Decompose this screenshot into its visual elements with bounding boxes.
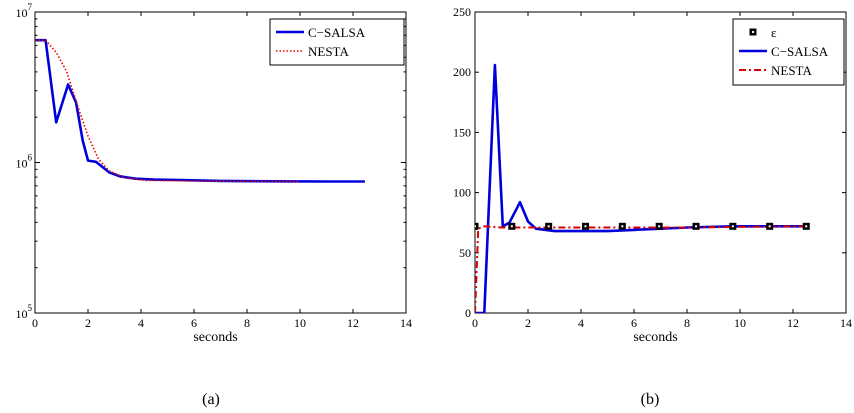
x-tick-label: 2 <box>525 316 531 330</box>
data-point-marker-center <box>475 225 476 228</box>
data-point-marker-center <box>658 225 661 228</box>
y-tick-label: 107 <box>16 2 33 20</box>
chart-panel-1: 0 2 4 6 8 10 12 14 105 106 107 seconds (a) C−SALSA NES… <box>16 2 413 408</box>
y-tick-label: 150 <box>453 125 471 139</box>
data-point-marker-center <box>695 225 698 228</box>
x-tick-label: 12 <box>787 316 799 330</box>
y-tick-label: 105 <box>16 303 33 321</box>
data-point-marker-center <box>584 225 587 228</box>
x-tick-label: 10 <box>294 316 306 330</box>
series-area <box>35 38 365 183</box>
legend-label: NESTA <box>308 44 349 59</box>
legend-box <box>269 18 405 66</box>
data-point-marker-center <box>731 225 734 228</box>
data-point-marker <box>475 222 479 230</box>
y-tick-label: 100 <box>453 186 471 200</box>
x-tick-label: 6 <box>191 316 197 330</box>
x-tick-label: 4 <box>138 316 144 330</box>
x-tick-label: 12 <box>347 316 359 330</box>
data-point-marker-center <box>768 225 771 228</box>
legend-label: C−SALSA <box>308 25 366 40</box>
y-tick-label: 50 <box>459 246 471 260</box>
chart-panel-2: 0 2 4 6 8 10 12 14 0 50 100 150 200 250 seconds (b) ε C−S… <box>453 5 852 408</box>
legend-label: C−SALSA <box>771 44 829 59</box>
legend: ε C−SALSA NESTA <box>732 18 845 86</box>
x-tick-label: 0 <box>32 316 38 330</box>
x-tick-label: 14 <box>840 316 852 330</box>
x-tick-label: 8 <box>244 316 250 330</box>
legend-label: NESTA <box>771 63 812 78</box>
figure-caption: (a) <box>202 391 220 408</box>
legend-swatch-center <box>752 31 754 33</box>
x-tick-label: 4 <box>578 316 584 330</box>
y-tick-label: 200 <box>453 65 471 79</box>
y-tick-label: 106 <box>16 153 33 171</box>
x-tick-label: 0 <box>472 316 478 330</box>
y-tick-label: 250 <box>453 5 471 19</box>
x-tick-label: 14 <box>400 316 412 330</box>
x-axis-label: seconds <box>633 330 677 345</box>
data-point-marker-center <box>510 225 513 228</box>
data-point-marker-center <box>621 225 624 228</box>
series-line-3 <box>475 225 805 313</box>
legend: C−SALSA NESTA <box>269 18 405 66</box>
legend-label: ε <box>771 25 777 40</box>
data-point-marker-center <box>547 225 550 228</box>
x-tick-label: 6 <box>631 316 637 330</box>
series-line-2 <box>475 63 805 313</box>
x-tick-label: 10 <box>734 316 746 330</box>
y-tick-label: 0 <box>465 306 471 320</box>
figure-caption: (b) <box>641 391 660 408</box>
data-point-marker-center <box>805 225 808 228</box>
series-area <box>475 63 810 313</box>
x-tick-label: 2 <box>85 316 91 330</box>
plot-frame <box>474 11 847 314</box>
x-axis-label: seconds <box>193 330 237 345</box>
series-line-2 <box>35 39 301 183</box>
x-tick-label: 8 <box>684 316 690 330</box>
